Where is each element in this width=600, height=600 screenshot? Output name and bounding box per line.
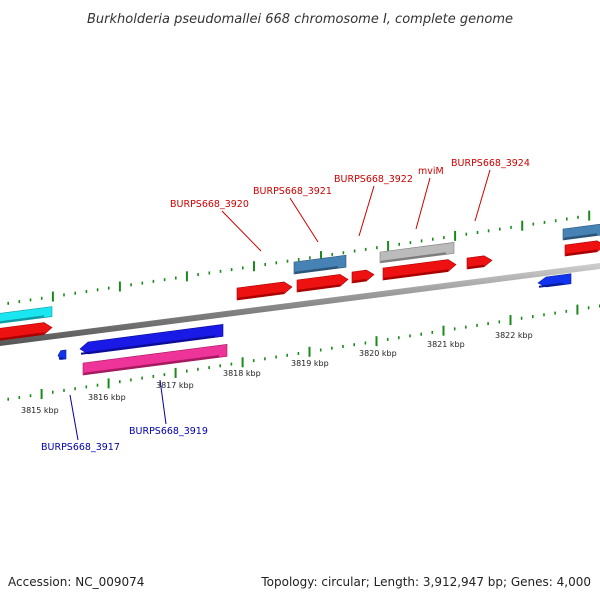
pink-gene bbox=[82, 343, 228, 376]
leader-line bbox=[415, 177, 431, 230]
gene-label: BURPS668_3920 bbox=[170, 199, 249, 210]
gene-label: BURPS668_3917 bbox=[41, 442, 120, 453]
kbp-label: 3822 kbp bbox=[495, 331, 533, 340]
blue-gene-3917-3918 bbox=[79, 324, 224, 355]
gene-label: BURPS668_3924 bbox=[451, 158, 530, 169]
steelblue-gene-right bbox=[562, 223, 600, 241]
leader-line bbox=[289, 197, 319, 243]
leader-line bbox=[159, 379, 167, 425]
gene-label: mviM bbox=[418, 166, 444, 177]
small-blue-gene bbox=[57, 349, 67, 360]
red-gene-right bbox=[564, 240, 600, 257]
red-gene-3920 bbox=[236, 281, 293, 301]
tick-row-lower bbox=[7, 304, 600, 401]
kbp-label: 3820 kbp bbox=[359, 349, 397, 358]
backbone-bar bbox=[0, 263, 600, 346]
gray-gene bbox=[379, 242, 455, 264]
red-gene-mviM bbox=[382, 259, 457, 281]
chromosome-backbone bbox=[0, 263, 600, 346]
gene-label: BURPS668_3921 bbox=[253, 186, 332, 197]
leader-line bbox=[69, 394, 79, 441]
red-gene-3921 bbox=[296, 274, 349, 293]
kbp-labels: 3815 kbp 3816 kbp 3817 kbp 3818 kbp 3819 kbp… bbox=[21, 331, 533, 415]
red-gene-3924 bbox=[466, 255, 493, 270]
kbp-label: 3816 kbp bbox=[88, 393, 126, 402]
topology-text: Topology: circular; Length: 3,912,947 bp… bbox=[260, 575, 591, 589]
blue-gene-right bbox=[537, 273, 572, 288]
gene-label: BURPS668_3919 bbox=[129, 426, 208, 437]
red-gene-3922 bbox=[351, 269, 375, 284]
leader-line bbox=[221, 210, 262, 252]
kbp-label: 3819 kbp bbox=[291, 359, 329, 368]
accession-text: Accession: NC_009074 bbox=[8, 575, 144, 589]
cyan-gene bbox=[0, 306, 53, 324]
map-title: Burkholderia pseudomallei 668 chromosome… bbox=[87, 12, 513, 27]
gene-features bbox=[0, 223, 600, 376]
red-gene-left bbox=[0, 322, 53, 341]
kbp-label: 3817 kbp bbox=[156, 381, 194, 390]
tick-row-upper bbox=[7, 210, 591, 305]
leader-line bbox=[358, 185, 375, 237]
gene-label: BURPS668_3922 bbox=[334, 174, 413, 185]
label-leader-lines bbox=[69, 169, 491, 441]
kbp-label: 3818 kbp bbox=[223, 369, 261, 378]
steelblue-gene-top bbox=[293, 254, 347, 275]
tick-marks bbox=[7, 210, 600, 401]
leader-line bbox=[474, 169, 491, 222]
kbp-label: 3821 kbp bbox=[427, 340, 465, 349]
kbp-label: 3815 kbp bbox=[21, 406, 59, 415]
